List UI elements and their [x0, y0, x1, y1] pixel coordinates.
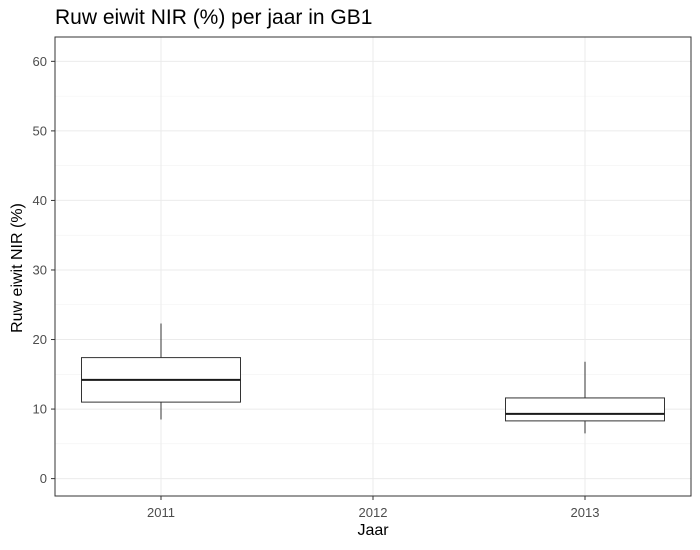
y-tick-label: 0 — [40, 471, 47, 486]
x-tick-label: 2013 — [571, 505, 600, 520]
y-tick-label: 50 — [33, 123, 47, 138]
x-tick-label: 2011 — [147, 505, 175, 520]
y-tick-label: 60 — [33, 54, 47, 69]
y-tick-label: 10 — [33, 402, 47, 417]
grid-lines — [55, 37, 691, 496]
plot-panel — [54, 36, 692, 497]
box-iqr — [505, 397, 665, 422]
y-tick-label: 20 — [33, 332, 47, 347]
x-axis-label: Jaar — [357, 522, 389, 539]
y-tick-label: 40 — [33, 193, 47, 208]
axes: 0 10 20 30 40 50 60 2011 2012 2013 — [33, 54, 600, 520]
boxes — [81, 323, 665, 434]
x-tick-label: 2012 — [359, 505, 388, 520]
y-tick-label: 30 — [33, 262, 47, 277]
chart-title: Ruw eiwit NIR (%) per jaar in GB1 — [55, 6, 373, 29]
